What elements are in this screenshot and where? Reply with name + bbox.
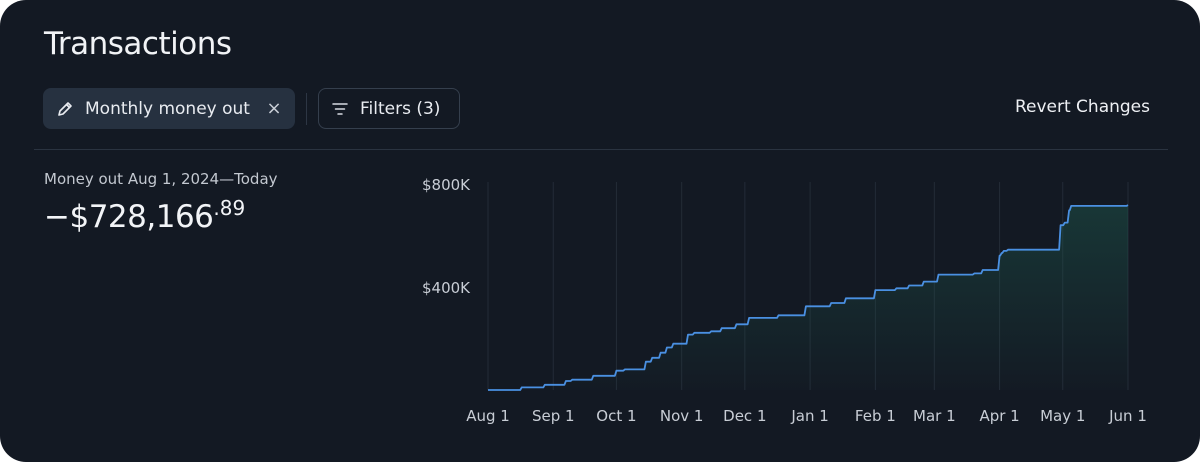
x-tick-label: Oct 1	[596, 407, 636, 425]
series-area	[488, 205, 1128, 390]
x-tick-label: Feb 1	[855, 407, 896, 425]
revert-changes-button[interactable]: Revert Changes	[1014, 97, 1150, 117]
filter-icon	[332, 102, 348, 115]
total-amount: −$728,166.89	[44, 196, 245, 235]
x-tick-label: Apr 1	[979, 407, 1019, 425]
pencil-icon	[58, 101, 72, 116]
x-tick-label: Aug 1	[466, 407, 510, 425]
x-tick-label: Mar 1	[913, 407, 956, 425]
filters-button[interactable]: Filters (3)	[318, 88, 460, 129]
saved-view-chip[interactable]: Monthly money out ×	[43, 88, 295, 129]
saved-view-label: Monthly money out	[85, 98, 250, 119]
x-tick-label: Sep 1	[532, 407, 575, 425]
page-title: Transactions	[44, 26, 232, 62]
x-tick-label: Jan 1	[790, 407, 828, 425]
header-divider	[34, 149, 1168, 150]
close-icon[interactable]: ×	[266, 98, 282, 119]
toolbar-divider	[306, 93, 307, 125]
total-amount-main: −$728,166	[44, 199, 214, 235]
y-tick-label: $400K	[422, 279, 471, 297]
money-out-chart: $400K $800K Aug 1 Sep 1 Oct 1 Nov 1 Dec 1 Jan …	[422, 176, 1147, 425]
y-tick-label: $800K	[422, 176, 471, 194]
x-tick-label: Jun 1	[1108, 407, 1147, 425]
summary-label: Money out Aug 1, 2024—Today	[44, 170, 278, 188]
total-amount-cents: .89	[213, 196, 246, 220]
x-tick-label: May 1	[1040, 407, 1085, 425]
x-tick-label: Dec 1	[723, 407, 766, 425]
filters-label: Filters (3)	[360, 98, 441, 119]
x-tick-label: Nov 1	[660, 407, 704, 425]
